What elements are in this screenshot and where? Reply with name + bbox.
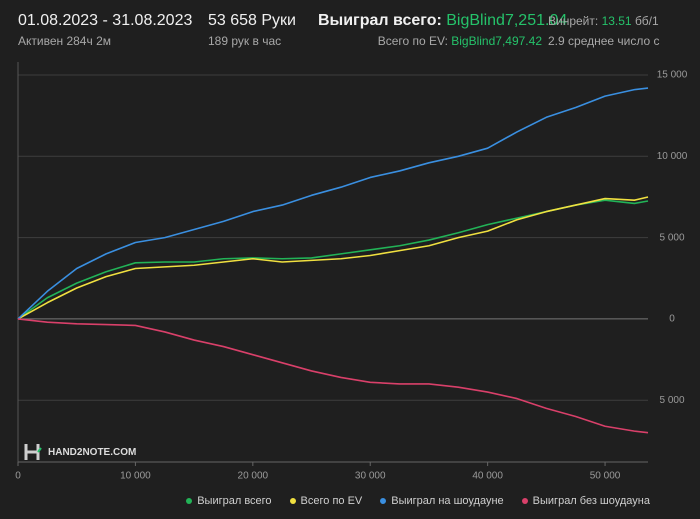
x-tick-label: 20 000 bbox=[238, 471, 269, 482]
legend-item[interactable]: Всего по EV bbox=[289, 495, 363, 507]
winrate-label: Винрейт: bbox=[548, 14, 599, 28]
y-tick-label: 5 000 bbox=[659, 395, 684, 406]
logo-icon bbox=[24, 444, 42, 460]
period: 01.08.2023 - 31.08.2023 bbox=[18, 12, 193, 29]
legend-marker bbox=[289, 498, 296, 504]
legend: Выиграл всего Всего по EV Выиграл на шоуда… bbox=[186, 495, 650, 507]
avg-text: 2.9 среднее число с bbox=[548, 34, 660, 48]
x-tick-label: 40 000 bbox=[472, 471, 503, 482]
hands-per-hour: 189 рук в час bbox=[208, 34, 282, 48]
legend-item[interactable]: Выиграл на шоудауне bbox=[380, 495, 504, 507]
series-line bbox=[17, 318, 649, 434]
legend-label: Выиграл на шоудауне bbox=[391, 495, 504, 507]
x-tick-label: 0 bbox=[15, 471, 21, 482]
x-tick-label: 30 000 bbox=[355, 471, 386, 482]
x-tick-label: 50 000 bbox=[590, 471, 621, 482]
legend-label: Выиграл без шоудауна bbox=[532, 495, 650, 507]
series-line bbox=[17, 196, 649, 320]
legend-item[interactable]: Выиграл без шоудауна bbox=[521, 495, 650, 507]
legend-label: Выиграл всего bbox=[197, 495, 272, 507]
won-total: Выиграл всего: BigBlind7,251.04 bbox=[318, 12, 567, 30]
legend-marker bbox=[380, 498, 387, 504]
hands: 53 658 Руки bbox=[208, 12, 296, 29]
legend-marker bbox=[521, 498, 528, 504]
logo-text: HAND2NOTE.COM bbox=[48, 446, 137, 458]
active-time: Активен 284ч 2м bbox=[18, 34, 111, 48]
won-value: BigBlind7,251.04 bbox=[446, 12, 568, 29]
legend-item[interactable]: Выиграл всего bbox=[186, 495, 272, 507]
won-label: Выиграл всего: bbox=[318, 12, 442, 29]
y-tick-label: 10 000 bbox=[657, 151, 688, 162]
y-tick-label: 15 000 bbox=[657, 70, 688, 81]
winrate-unit: бб/1 bbox=[634, 14, 659, 28]
ev-label: Всего по EV: bbox=[377, 34, 448, 48]
legend-label: Всего по EV bbox=[300, 495, 363, 507]
legend-marker bbox=[186, 498, 193, 504]
ev-total: Всего по EV: BigBlind7,497.42 bbox=[378, 34, 542, 48]
logo: HAND2NOTE.COM bbox=[24, 442, 136, 462]
y-tick-label: 5 000 bbox=[659, 232, 684, 243]
x-tick-label: 10 000 bbox=[120, 471, 151, 482]
winrate-value: 13.51 bbox=[601, 14, 632, 28]
ev-value: BigBlind7,497.42 bbox=[451, 34, 542, 48]
winrate: Винрейт: 13.51 бб/1 bbox=[548, 14, 659, 28]
y-tick-label: 0 bbox=[669, 314, 675, 325]
series-line bbox=[17, 87, 649, 320]
